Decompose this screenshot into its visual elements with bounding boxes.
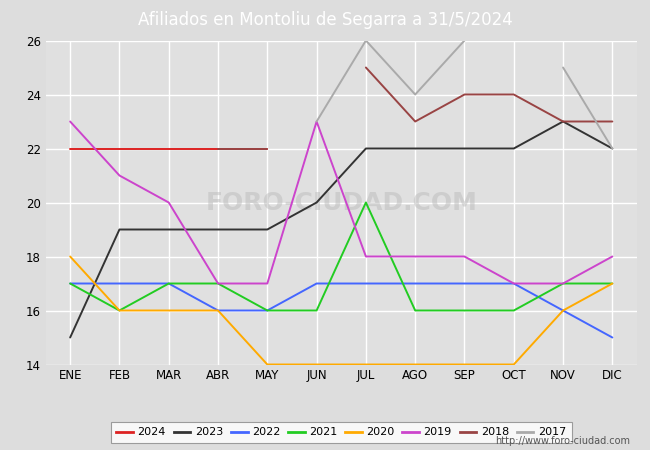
Text: Afiliados en Montoliu de Segarra a 31/5/2024: Afiliados en Montoliu de Segarra a 31/5/… [138, 11, 512, 29]
Legend: 2024, 2023, 2022, 2021, 2020, 2019, 2018, 2017: 2024, 2023, 2022, 2021, 2020, 2019, 2018… [111, 422, 571, 443]
Text: http://www.foro-ciudad.com: http://www.foro-ciudad.com [495, 436, 630, 446]
Text: FORO-CIUDAD.COM: FORO-CIUDAD.COM [205, 190, 477, 215]
